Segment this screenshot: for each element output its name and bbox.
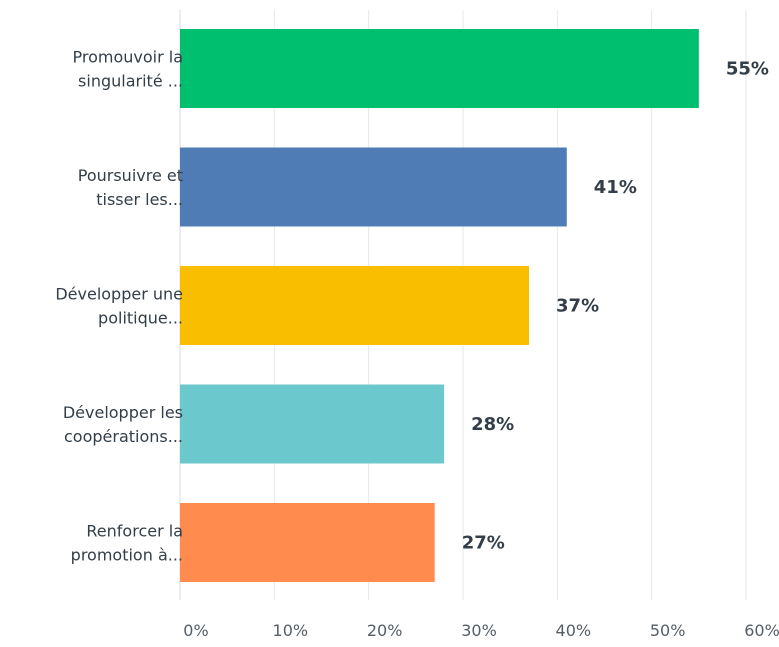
category-label: Poursuivre et xyxy=(78,166,183,185)
category-label: Développer une xyxy=(55,285,183,304)
bar xyxy=(180,29,699,108)
bars xyxy=(180,29,699,582)
data-label: 37% xyxy=(556,296,599,317)
data-label: 27% xyxy=(462,533,505,554)
bar xyxy=(180,266,530,345)
category-labels: Promouvoir la singularité ... Poursuivre e… xyxy=(55,48,183,565)
bar xyxy=(180,384,445,464)
x-tick-label: 0% xyxy=(183,621,208,640)
data-label: 41% xyxy=(594,177,637,198)
category-label: coopérations... xyxy=(64,427,183,446)
category-label: Renforcer la xyxy=(86,522,183,541)
category-label: singularité ... xyxy=(78,72,183,91)
category-label: Développer les xyxy=(63,403,183,422)
x-tick-label: 10% xyxy=(273,621,309,640)
bar xyxy=(180,147,567,227)
x-tick-label: 40% xyxy=(556,621,592,640)
data-label: 28% xyxy=(471,414,514,435)
x-tick-label: 30% xyxy=(461,621,497,640)
x-axis-tick-labels: 0% 10% 20% 30% 40% 50% 60% xyxy=(183,621,779,640)
x-tick-label: 60% xyxy=(744,621,779,640)
bar xyxy=(180,503,435,582)
category-label: Promouvoir la xyxy=(72,48,183,67)
data-label: 55% xyxy=(726,59,769,80)
data-labels: 55% 41% 37% 28% 27% xyxy=(462,59,769,554)
x-tick-label: 20% xyxy=(367,621,403,640)
x-tick-label: 50% xyxy=(650,621,686,640)
category-label: tisser les... xyxy=(96,190,183,209)
category-label: politique... xyxy=(98,309,183,328)
category-label: promotion à... xyxy=(71,546,183,565)
